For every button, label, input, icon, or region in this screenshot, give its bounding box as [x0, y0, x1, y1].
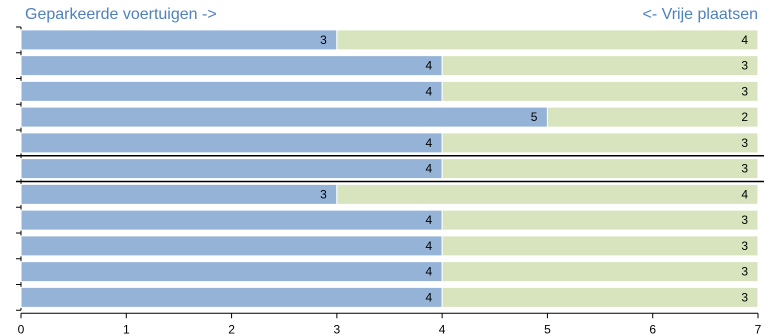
free-bar: [441, 209, 759, 231]
parked-bar: [20, 261, 443, 283]
free-value-label: 3: [741, 213, 748, 227]
x-tick-label: 2: [228, 322, 235, 335]
x-tick-label: 6: [649, 322, 656, 335]
free-bar: [441, 132, 759, 154]
free-bar: [441, 55, 759, 77]
x-tick-label: 5: [544, 322, 551, 335]
free-value-label: 3: [741, 265, 748, 279]
free-bar: [546, 106, 759, 128]
parked-value-label: 4: [425, 162, 432, 176]
free-bar: [336, 29, 759, 51]
parked-value-label: 3: [320, 33, 327, 47]
free-bar: [441, 261, 759, 283]
parked-bar: [20, 158, 443, 180]
parked-value-label: 4: [425, 265, 432, 279]
x-tick-label: 1: [123, 322, 130, 335]
free-bar: [441, 286, 759, 308]
left-header-label: Geparkeerde voertuigen ->: [25, 6, 217, 23]
free-value-label: 3: [741, 162, 748, 176]
parked-value-label: 3: [320, 187, 327, 201]
free-value-label: 4: [741, 33, 748, 47]
free-bar: [336, 183, 759, 205]
x-tick-label: 0: [18, 322, 25, 335]
x-tick-label: 3: [334, 322, 341, 335]
x-tick-label: 4: [439, 322, 446, 335]
parked-value-label: 4: [425, 84, 432, 98]
free-bar: [441, 235, 759, 257]
parked-value-label: 4: [425, 290, 432, 304]
parked-value-label: 4: [425, 136, 432, 150]
parked-bar: [20, 209, 443, 231]
parked-value-label: 4: [425, 239, 432, 253]
parked-value-label: 4: [425, 213, 432, 227]
free-bar: [441, 80, 759, 102]
x-tick-label: 7: [755, 322, 762, 335]
right-header-label: <- Vrije plaatsen: [642, 6, 758, 23]
parked-bar: [20, 106, 548, 128]
parked-bar: [20, 183, 338, 205]
parked-bar: [20, 55, 443, 77]
free-value-label: 3: [741, 290, 748, 304]
parked-bar: [20, 235, 443, 257]
free-bar: [441, 158, 759, 180]
parked-bar: [20, 286, 443, 308]
free-value-label: 3: [741, 239, 748, 253]
free-value-label: 2: [741, 110, 748, 124]
parked-bar: [20, 29, 338, 51]
free-value-label: 3: [741, 84, 748, 98]
free-value-label: 3: [741, 136, 748, 150]
parked-bar: [20, 80, 443, 102]
parked-bar: [20, 132, 443, 154]
free-value-label: 4: [741, 187, 748, 201]
parked-value-label: 5: [531, 110, 538, 124]
parked-value-label: 4: [425, 59, 432, 73]
free-value-label: 3: [741, 59, 748, 73]
